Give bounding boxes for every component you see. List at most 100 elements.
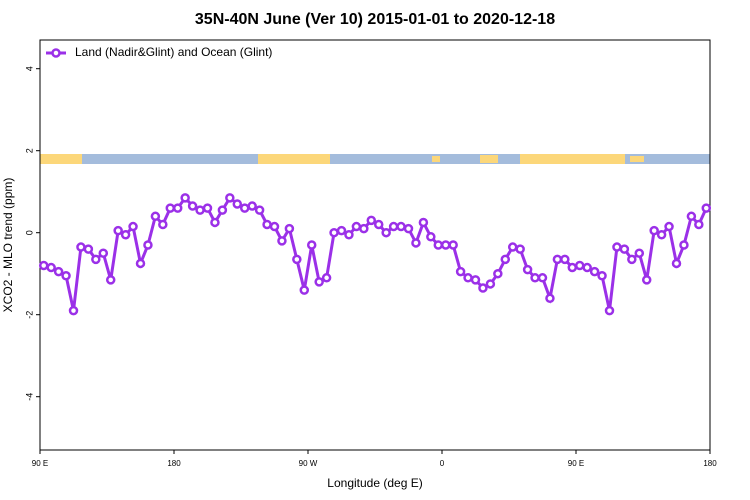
data-point xyxy=(366,215,377,226)
data-point xyxy=(418,217,429,228)
data-point xyxy=(589,266,600,277)
data-point xyxy=(478,283,488,293)
data-point xyxy=(83,244,94,254)
data-point xyxy=(448,240,458,250)
data-point xyxy=(202,203,213,213)
x-tick-label: 90 W xyxy=(299,459,318,468)
data-point xyxy=(664,221,674,232)
data-point xyxy=(515,244,525,254)
y-tick-label: -4 xyxy=(24,393,34,401)
data-point xyxy=(299,285,310,295)
data-point xyxy=(172,203,183,213)
data-point xyxy=(552,254,563,265)
data-point xyxy=(321,273,332,283)
data-point xyxy=(597,271,607,281)
data-point xyxy=(560,254,570,265)
data-point xyxy=(656,230,667,240)
data-point xyxy=(329,227,339,238)
data-point xyxy=(604,305,615,316)
data-point xyxy=(351,221,362,232)
data-point xyxy=(694,219,704,230)
chart-title: 35N-40N June (Ver 10) 2015-01-01 to 2020… xyxy=(195,11,555,28)
data-point xyxy=(128,221,138,232)
data-point xyxy=(388,221,399,232)
data-point xyxy=(120,230,131,240)
x-tick-label: 180 xyxy=(703,459,717,468)
data-point xyxy=(671,258,682,269)
data-point xyxy=(440,240,451,250)
data-point xyxy=(277,236,287,246)
data-point xyxy=(373,219,384,230)
data-point xyxy=(612,242,622,252)
data-point xyxy=(105,275,116,285)
data-point xyxy=(627,254,637,265)
data-point xyxy=(470,275,481,285)
data-point xyxy=(426,232,436,242)
data-point xyxy=(336,225,347,236)
x-axis-label: Longitude (deg E) xyxy=(327,476,422,490)
data-point xyxy=(143,240,153,250)
data-point xyxy=(649,225,659,236)
data-point xyxy=(195,205,205,215)
data-point xyxy=(217,205,228,215)
data-point xyxy=(507,242,518,252)
data-point xyxy=(46,262,56,273)
legend-label: Land (Nadir&Glint) and Ocean (Glint) xyxy=(75,45,272,59)
data-point xyxy=(91,254,101,265)
data-point xyxy=(359,223,369,234)
data-point xyxy=(306,240,317,250)
legend-marker xyxy=(51,48,61,58)
data-point xyxy=(455,266,466,277)
data-point xyxy=(396,221,406,232)
data-point xyxy=(158,219,168,230)
data-point xyxy=(567,262,578,273)
data-point xyxy=(247,201,257,211)
series-line xyxy=(43,195,708,311)
data-point xyxy=(232,199,243,209)
y-tick-label: 2 xyxy=(24,148,34,153)
data-point xyxy=(582,262,592,273)
data-point xyxy=(38,260,49,271)
data-point xyxy=(433,240,444,250)
x-tick-label: 90 E xyxy=(32,459,48,468)
data-point xyxy=(686,211,697,222)
data-point xyxy=(314,277,324,287)
data-point xyxy=(262,219,272,230)
data-point xyxy=(493,268,503,279)
data-point xyxy=(53,266,64,277)
data-point xyxy=(187,201,198,211)
y-axis-label: XCO2 - MLO trend (ppm) xyxy=(1,178,15,313)
data-point xyxy=(411,238,421,248)
plot-frame xyxy=(39,39,711,451)
data-point xyxy=(68,305,79,316)
data-point xyxy=(381,227,391,238)
data-point xyxy=(574,260,585,271)
y-tick-label: 0 xyxy=(24,230,34,235)
data-point xyxy=(284,223,295,234)
data-point xyxy=(225,193,235,203)
data-point xyxy=(254,205,265,215)
data-point xyxy=(634,248,645,258)
data-point xyxy=(344,230,354,240)
data-point xyxy=(76,242,86,252)
data-point xyxy=(269,221,280,232)
x-tick-label: 0 xyxy=(440,459,445,468)
data-point xyxy=(500,254,511,265)
data-point xyxy=(135,258,146,269)
y-tick-label: 4 xyxy=(24,66,34,71)
data-point xyxy=(522,264,533,275)
y-tick-label: -2 xyxy=(24,311,34,319)
data-point xyxy=(210,217,220,228)
data-point xyxy=(537,273,548,283)
data-point xyxy=(150,211,161,222)
data-point xyxy=(619,244,630,254)
data-point xyxy=(61,271,71,281)
data-point xyxy=(485,279,496,289)
data-point xyxy=(545,293,555,304)
data-point xyxy=(530,273,540,283)
data-point xyxy=(165,203,176,213)
data-point xyxy=(641,275,652,285)
data-point xyxy=(239,203,250,213)
data-point xyxy=(180,193,190,203)
